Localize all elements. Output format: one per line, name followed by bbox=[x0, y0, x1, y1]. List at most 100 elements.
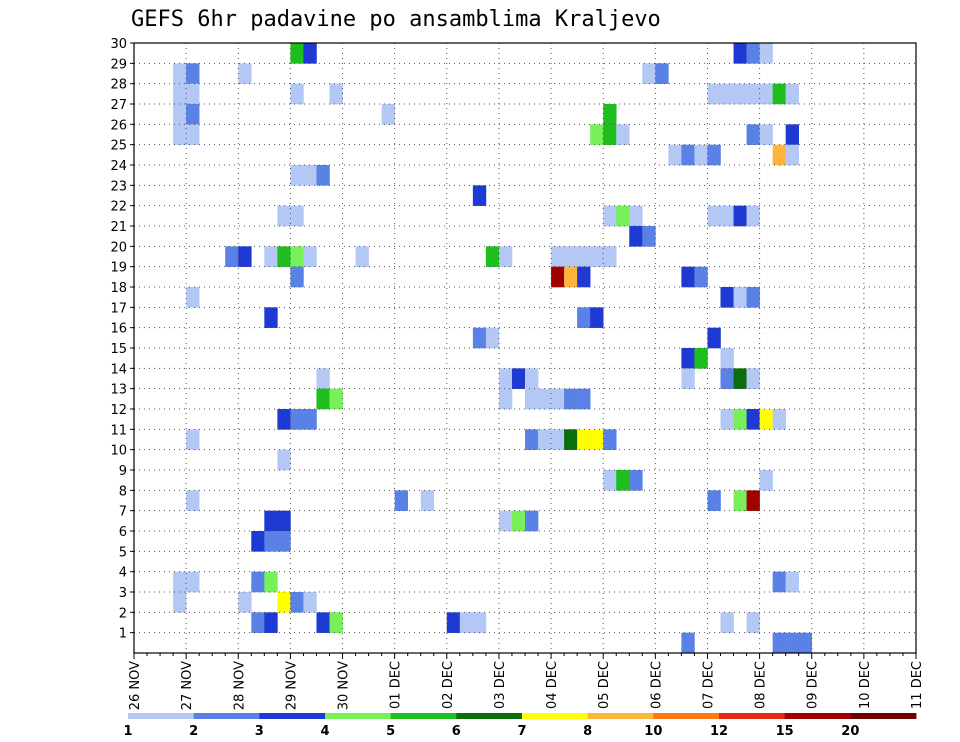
heatmap-cell bbox=[759, 83, 773, 105]
heatmap-cell bbox=[577, 246, 591, 267]
heatmap-cell bbox=[303, 592, 317, 613]
heatmap-cell bbox=[277, 592, 291, 613]
heatmap-cell bbox=[303, 165, 317, 186]
heatmap-cell bbox=[707, 490, 721, 511]
chart-title: GEFS 6hr padavine po ansamblima Kraljevo bbox=[131, 7, 661, 32]
heatmap-cell bbox=[681, 144, 695, 166]
y-tick-label: 29 bbox=[110, 57, 127, 72]
heatmap-cell bbox=[603, 429, 617, 450]
y-tick-label: 2 bbox=[119, 606, 127, 621]
heatmap-cell bbox=[472, 612, 487, 633]
heatmap-cell bbox=[316, 612, 330, 633]
heatmap-cell bbox=[746, 83, 760, 105]
heatmap-cell bbox=[290, 205, 304, 227]
y-tick-label: 25 bbox=[110, 139, 127, 154]
y-tick-label: 6 bbox=[119, 525, 127, 540]
heatmap-cell bbox=[629, 226, 643, 247]
heatmap-cell bbox=[264, 307, 278, 328]
heatmap-cell bbox=[290, 165, 304, 186]
heatmap-cell bbox=[577, 388, 591, 410]
heatmap-cell bbox=[694, 348, 708, 369]
colorbar-label: 15 bbox=[776, 724, 794, 739]
heatmap-cell bbox=[577, 307, 591, 328]
heatmap-cell bbox=[733, 205, 747, 227]
heatmap-cell bbox=[316, 165, 330, 186]
heatmap-cell bbox=[394, 490, 408, 511]
heatmap-cell bbox=[733, 83, 747, 105]
heatmap-cell bbox=[303, 409, 317, 430]
heatmap-cell bbox=[551, 429, 565, 450]
heatmap-cell bbox=[759, 470, 773, 491]
y-tick-label: 22 bbox=[110, 200, 127, 215]
heatmap-cell bbox=[616, 124, 630, 145]
x-tick-label: 04 DEC bbox=[545, 661, 560, 709]
colorbar-swatch bbox=[259, 713, 326, 719]
colorbar-swatch bbox=[784, 713, 851, 719]
heatmap-cell bbox=[277, 449, 291, 471]
heatmap-cell bbox=[616, 470, 630, 491]
y-tick-label: 3 bbox=[119, 586, 127, 601]
y-axis-member-ticks: 1234567891011121314151617181920212223242… bbox=[110, 37, 134, 642]
heatmap-cell bbox=[186, 124, 200, 145]
heatmap-cell bbox=[772, 83, 786, 105]
heatmap-cell bbox=[772, 144, 786, 166]
heatmap-cell bbox=[772, 409, 786, 430]
heatmap-cell bbox=[590, 246, 604, 267]
colorbar-swatch bbox=[128, 713, 195, 719]
y-tick-label: 19 bbox=[110, 261, 127, 276]
y-tick-label: 28 bbox=[110, 78, 127, 93]
x-tick-label: 06 DEC bbox=[649, 661, 664, 709]
heatmap-cell bbox=[720, 612, 734, 633]
heatmap-cell bbox=[303, 43, 317, 64]
heatmap-cell bbox=[681, 348, 695, 369]
heatmap-cell bbox=[733, 368, 747, 389]
heatmap-cell bbox=[290, 43, 304, 64]
y-tick-label: 8 bbox=[119, 484, 127, 499]
heatmap-cell bbox=[525, 368, 539, 389]
x-tick-label: 11 DEC bbox=[910, 661, 925, 709]
colorbar-label: 3 bbox=[255, 724, 264, 739]
x-tick-label: 05 DEC bbox=[597, 661, 612, 709]
heatmap-cell bbox=[564, 388, 578, 410]
heatmap-cell bbox=[642, 63, 656, 84]
heatmap-cell bbox=[303, 246, 317, 267]
heatmap-cell bbox=[785, 144, 799, 166]
heatmap-cell bbox=[746, 287, 760, 308]
heatmap-cell bbox=[616, 205, 630, 227]
heatmap-cell bbox=[498, 368, 513, 389]
heatmap-cell bbox=[746, 124, 760, 145]
heatmap-cell bbox=[772, 632, 786, 654]
x-tick-label: 01 DEC bbox=[389, 661, 404, 709]
x-tick-label: 27 NOV bbox=[180, 661, 195, 710]
heatmap-cell bbox=[707, 327, 721, 349]
heatmap-cell bbox=[720, 348, 734, 369]
heatmap-cell bbox=[264, 531, 278, 552]
heatmap-cell bbox=[746, 43, 760, 64]
heatmap-cell bbox=[329, 612, 343, 633]
heatmap-cell bbox=[277, 510, 291, 532]
heatmap-cell bbox=[316, 368, 330, 389]
heatmap-cell bbox=[238, 63, 252, 84]
heatmap-cell bbox=[498, 510, 513, 532]
heatmap-cell bbox=[733, 409, 747, 430]
y-tick-label: 13 bbox=[110, 383, 127, 398]
heatmap-cell bbox=[746, 612, 760, 633]
x-tick-label: 08 DEC bbox=[754, 661, 769, 709]
heatmap-cell bbox=[759, 124, 773, 145]
heatmap-cell bbox=[186, 63, 200, 84]
heatmap-cell bbox=[603, 104, 617, 125]
x-axis-date-ticks: 26 NOV 27 NOV 28 NOV 29 NOV 30 NOV 01 DEC 02 D… bbox=[128, 653, 925, 710]
y-tick-label: 26 bbox=[110, 118, 127, 133]
heatmap-cell bbox=[577, 266, 591, 288]
heatmap-cell bbox=[511, 510, 526, 532]
y-tick-label: 1 bbox=[119, 627, 127, 642]
colorbar-label: 12 bbox=[710, 724, 728, 739]
heatmap-cell bbox=[173, 83, 187, 105]
x-tick-label: 26 NOV bbox=[128, 661, 143, 710]
heatmap-cell bbox=[186, 429, 200, 450]
heatmap-cell bbox=[446, 612, 461, 633]
x-tick-label: 29 NOV bbox=[284, 661, 299, 710]
x-tick-label: 03 DEC bbox=[493, 661, 508, 709]
heatmap-cell bbox=[329, 388, 343, 410]
heatmap-cell bbox=[590, 307, 604, 328]
